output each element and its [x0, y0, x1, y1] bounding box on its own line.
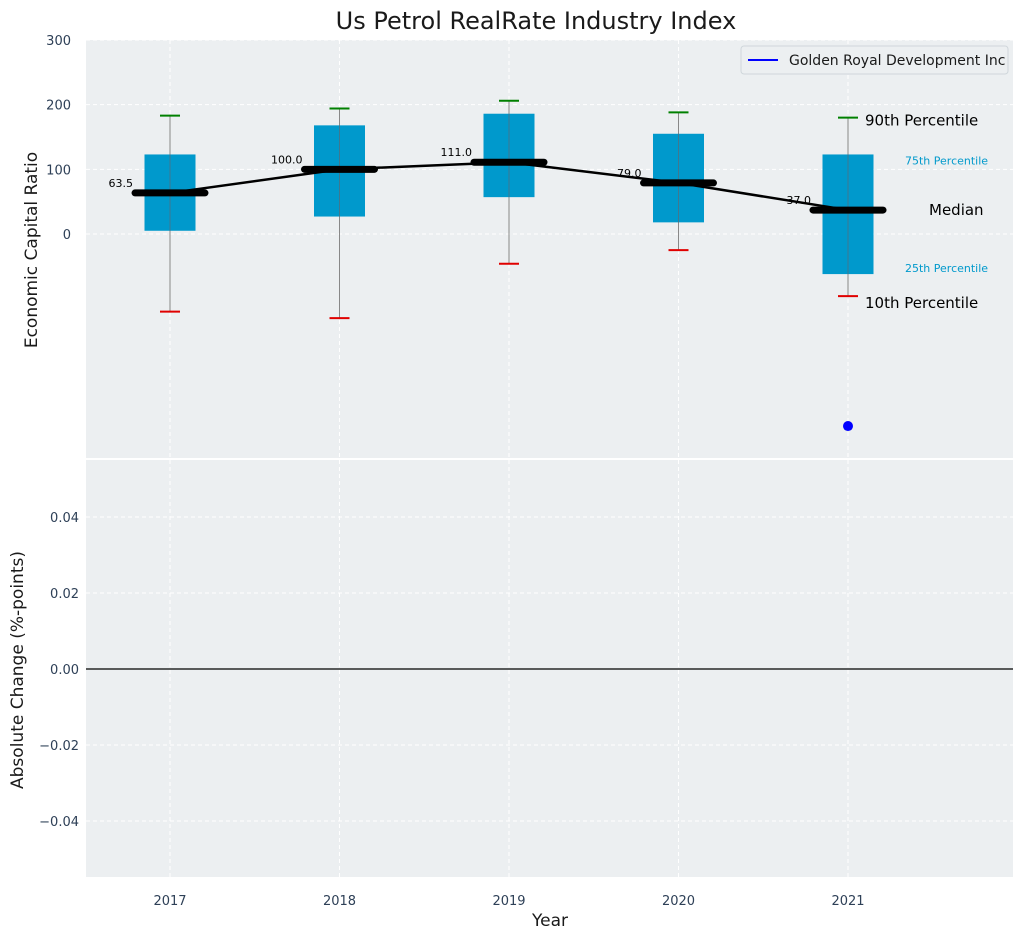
x-tick-label: 2018	[323, 894, 356, 909]
annotation-p90: 90th Percentile	[865, 112, 978, 130]
bottom-y-tick-label: 0.04	[50, 511, 79, 526]
annotation-p10: 10th Percentile	[865, 294, 978, 312]
x-tick-label: 2021	[831, 894, 864, 909]
top-y-tick-label: 200	[46, 99, 71, 114]
bottom-y-tick-label: 0.02	[50, 587, 79, 602]
company-point	[843, 421, 853, 432]
bottom-y-axis-label: Absolute Change (%-points)	[8, 551, 28, 789]
legend-frame	[740, 45, 1009, 75]
bottom-y-tick-label: 0.00	[50, 663, 79, 678]
x-tick-label: 2017	[153, 894, 186, 909]
median-value-label: 79.0	[617, 167, 642, 180]
legend-entry-company: Golden Royal Development Inc	[789, 53, 1005, 69]
x-tick-label: 2019	[492, 894, 525, 909]
x-tick-label: 2020	[662, 894, 695, 909]
top-plot-background	[86, 40, 1013, 458]
annotation-p75: 75th Percentile	[905, 154, 988, 167]
bottom-y-tick-label: −0.04	[39, 815, 79, 830]
annotation-p25: 25th Percentile	[905, 262, 988, 275]
top-y-tick-label: 300	[46, 34, 71, 49]
top-plot-area: 0 100 200 300 63.5 100.0 111.0 79.0 37.0 90th Per…	[46, 34, 1013, 460]
chart-title: Us Petrol RealRate Industry Index	[336, 7, 737, 35]
annotation-median: Median	[929, 201, 984, 219]
median-value-label: 111.0	[441, 146, 473, 159]
median-value-label: 100.0	[271, 153, 303, 166]
top-y-tick-label: 0	[63, 228, 71, 243]
top-y-tick-label: 100	[46, 163, 71, 178]
top-y-axis-label: Economic Capital Ratio	[22, 152, 42, 348]
median-value-label: 63.5	[109, 177, 134, 190]
bottom-y-tick-label: −0.02	[39, 739, 79, 754]
bottom-plot-area: −0.04 −0.02 0.00 0.02 0.04 2017 2018 2019 2020 20…	[39, 460, 1013, 909]
x-axis-label: Year	[531, 911, 568, 931]
legend: Golden Royal Development Inc	[740, 45, 1009, 75]
median-value-label: 37.0	[787, 194, 812, 207]
